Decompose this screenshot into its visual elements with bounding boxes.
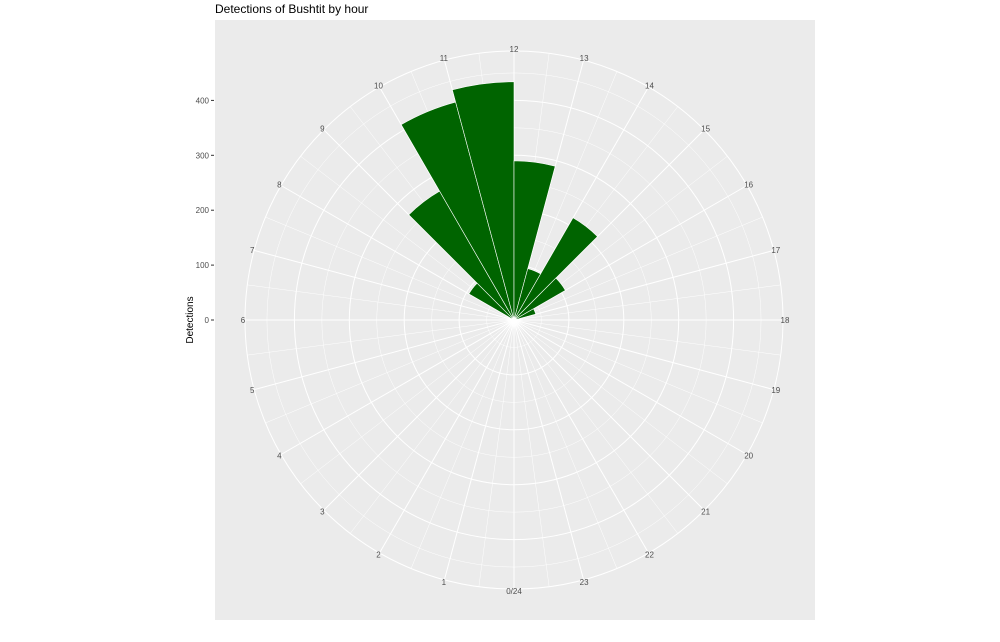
hour-label: 23 bbox=[580, 578, 589, 587]
hour-label: 21 bbox=[701, 508, 710, 517]
major-spoke bbox=[280, 319, 515, 455]
hour-label: 5 bbox=[250, 386, 255, 395]
minor-spoke bbox=[410, 319, 515, 569]
hour-label: 17 bbox=[771, 246, 780, 255]
hour-label: 0/24 bbox=[506, 587, 522, 596]
hour-label: 1 bbox=[442, 578, 447, 587]
hour-label: 8 bbox=[277, 181, 282, 190]
y-tick-label: 400 bbox=[196, 96, 210, 105]
major-spoke bbox=[379, 319, 515, 554]
y-tick-label: 100 bbox=[196, 261, 210, 270]
y-axis: 0 100 200 300 400 bbox=[196, 96, 214, 325]
bar-hour-14 bbox=[513, 217, 598, 321]
bar-hour-15 bbox=[513, 277, 566, 321]
major-spoke bbox=[254, 319, 515, 391]
chart-title: Detections of Bushtit by hour bbox=[215, 2, 368, 16]
y-tick-label: 300 bbox=[196, 151, 210, 160]
minor-spoke bbox=[300, 319, 515, 484]
hour-label: 16 bbox=[744, 181, 753, 190]
hour-label: 20 bbox=[744, 452, 753, 461]
y-tick-label: 0 bbox=[205, 316, 210, 325]
major-spoke bbox=[513, 319, 748, 455]
y-axis-label: Detections bbox=[185, 296, 196, 343]
bar-hour-11 bbox=[451, 81, 515, 321]
bars bbox=[400, 81, 598, 321]
hour-label: 6 bbox=[241, 316, 246, 325]
minor-spoke bbox=[513, 216, 763, 321]
minor-spoke bbox=[247, 319, 515, 356]
major-spoke bbox=[513, 319, 649, 554]
major-spoke bbox=[254, 249, 515, 321]
hour-label: 11 bbox=[440, 54, 449, 63]
minor-spoke bbox=[513, 319, 678, 534]
major-spoke bbox=[513, 319, 705, 511]
hour-labels: 0/24123456789101112131415161718192021222… bbox=[241, 45, 790, 596]
bar-hour-12 bbox=[513, 160, 556, 321]
hour-label: 18 bbox=[781, 316, 790, 325]
hour-label: 14 bbox=[645, 81, 654, 90]
minor-spoke bbox=[513, 319, 781, 356]
minor-spoke bbox=[265, 216, 515, 321]
y-tick-label: 200 bbox=[196, 206, 210, 215]
hour-label: 7 bbox=[250, 246, 255, 255]
minor-spoke bbox=[513, 319, 763, 424]
hour-label: 9 bbox=[320, 124, 325, 133]
major-spoke bbox=[513, 319, 585, 580]
hour-label: 3 bbox=[320, 508, 325, 517]
hour-label: 2 bbox=[376, 551, 381, 560]
minor-spoke bbox=[513, 319, 618, 569]
hour-label: 12 bbox=[510, 45, 519, 54]
bar-hour-16 bbox=[513, 308, 537, 321]
hour-label: 10 bbox=[374, 81, 383, 90]
minor-spoke bbox=[513, 319, 728, 484]
hour-label: 13 bbox=[580, 54, 589, 63]
hour-label: 19 bbox=[771, 386, 780, 395]
hour-label: 22 bbox=[645, 551, 654, 560]
hour-label: 15 bbox=[701, 124, 710, 133]
minor-spoke bbox=[513, 284, 781, 321]
minor-spoke bbox=[350, 319, 515, 534]
hour-label: 4 bbox=[277, 452, 282, 461]
minor-spoke bbox=[478, 319, 515, 587]
minor-spoke bbox=[513, 319, 550, 587]
minor-spoke bbox=[265, 319, 515, 424]
major-spoke bbox=[513, 319, 774, 391]
major-spoke bbox=[443, 319, 515, 580]
major-spoke bbox=[323, 319, 515, 511]
major-spoke bbox=[513, 249, 774, 321]
minor-spoke bbox=[247, 284, 515, 321]
